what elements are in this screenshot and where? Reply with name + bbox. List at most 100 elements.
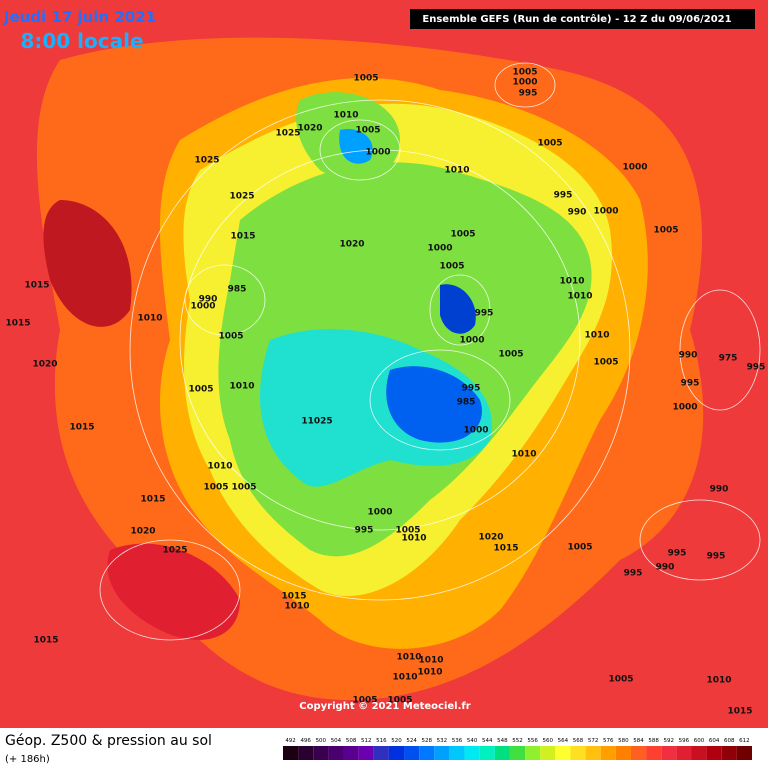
isobar-label: 1000 (367, 508, 392, 518)
isobar-label: 1010 (401, 534, 426, 544)
isobar-label: 995 (747, 363, 766, 373)
scale-swatch (434, 746, 450, 760)
scale-label: 520 (391, 738, 402, 744)
scale-label: 560 (543, 738, 554, 744)
isobar-label: 995 (462, 384, 481, 394)
isobar-label: 1015 (281, 592, 306, 602)
isobar-label: 1015 (33, 636, 58, 646)
scale-swatch (630, 746, 647, 760)
scale-label: 548 (497, 738, 508, 744)
isobar-label: 1005 (395, 526, 420, 536)
isobar-label: 1010 (333, 111, 358, 121)
scale-swatch (313, 746, 329, 760)
isobar-label: 1010 (137, 314, 162, 324)
isobar-label: 1015 (230, 232, 255, 242)
scale-label: 496 (300, 738, 311, 744)
footer-title: Géop. Z500 & pression au sol (5, 733, 212, 749)
isobar-label: 990 (568, 208, 587, 218)
isobar-label: 1005 (353, 74, 378, 84)
isobar-label: 995 (355, 526, 374, 536)
isobar-label: 1010 (417, 668, 442, 678)
scale-swatch (479, 746, 495, 760)
scale-label: 584 (633, 738, 644, 744)
scale-label: 536 (452, 738, 463, 744)
lead-time: (+ 186h) (5, 754, 50, 765)
scale-swatch (646, 746, 662, 760)
isobar-label: 1005 (512, 68, 537, 78)
scale-swatch (419, 746, 435, 760)
scale-label: 508 (346, 738, 357, 744)
scale-label: 568 (573, 738, 584, 744)
scale-label: 580 (618, 738, 629, 744)
isobar-label: 1010 (559, 277, 584, 287)
scale-swatch (615, 746, 631, 760)
isobar-label: 1015 (727, 707, 752, 717)
scale-swatch (373, 746, 389, 760)
isobar-label: 11025 (301, 417, 332, 427)
isobar-label: 985 (457, 398, 476, 408)
scale-label: 596 (679, 738, 690, 744)
scale-label: 540 (467, 738, 478, 744)
isobar-label: 1020 (478, 533, 503, 543)
scale-swatch (494, 746, 510, 760)
isobar-label: 1005 (653, 226, 678, 236)
isobar-label: 1010 (706, 676, 731, 686)
scale-label: 524 (406, 738, 417, 744)
isobar-label: 1005 (608, 675, 633, 685)
isobar-label: 1010 (229, 382, 254, 392)
isobar-label: 1005 (498, 350, 523, 360)
scale-swatch (404, 746, 420, 760)
isobar-label: 1020 (297, 124, 322, 134)
isobar-label: 1025 (194, 156, 219, 166)
scale-swatch (358, 746, 374, 760)
isobar-label: 1010 (207, 462, 232, 472)
dark-red-zone (43, 200, 132, 327)
scale-swatch (736, 746, 752, 760)
isobar-label: 1005 (537, 139, 562, 149)
isobar-label: 1005 (439, 262, 464, 272)
isobar-label: 1005 (188, 385, 213, 395)
isobar-label: 1015 (24, 281, 49, 291)
isobar-label: 1005 (352, 696, 377, 706)
isobar-label: 1000 (365, 148, 390, 158)
isobar-label: 1005 (355, 126, 380, 136)
run-box (410, 9, 755, 29)
scale-swatch (676, 746, 692, 760)
isobar-label: 1005 (231, 483, 256, 493)
scale-label: 528 (421, 738, 432, 744)
scale-swatch (328, 746, 344, 760)
scale-label: 516 (376, 738, 387, 744)
isobar-label: 1015 (493, 544, 518, 554)
isobar-label: 1020 (339, 240, 364, 250)
isobar-label: 985 (228, 285, 247, 295)
scale-label: 608 (724, 738, 735, 744)
isobar-labels: 1005100510009951010100510001020102510251… (5, 68, 765, 717)
isobars (99, 62, 761, 641)
isobar-label: 1000 (463, 426, 488, 436)
scale-label: 600 (694, 738, 705, 744)
isobar-label: 1010 (284, 602, 309, 612)
scale-swatch (691, 746, 707, 760)
scale-label: 532 (437, 738, 448, 744)
scale-swatch (343, 746, 359, 760)
isobar-label: 995 (475, 309, 494, 319)
isobar-label: 1000 (512, 78, 537, 88)
isobar-label: 1000 (622, 163, 647, 173)
scale-swatch (540, 746, 556, 760)
isobar-label: 1010 (511, 450, 536, 460)
isobar-label: 995 (668, 549, 687, 559)
scale-label: 564 (558, 738, 569, 744)
scale-swatch (298, 746, 314, 760)
isobar-label: 975 (719, 354, 738, 364)
isobar-label: 1025 (275, 129, 300, 139)
scale-swatch (600, 746, 616, 760)
isobar-label: 995 (707, 552, 726, 562)
scale-label: 512 (361, 738, 372, 744)
color-scale: 492 496 500 504 508 512 516 520 524 528 532 536 540 5… (283, 738, 752, 760)
scale-label: 612 (739, 738, 750, 744)
scale-label: 556 (527, 738, 538, 744)
copyright: Copyright © 2021 Meteociel.fr (299, 701, 470, 712)
scale-label: 592 (664, 738, 675, 744)
scale-swatch (525, 746, 541, 760)
